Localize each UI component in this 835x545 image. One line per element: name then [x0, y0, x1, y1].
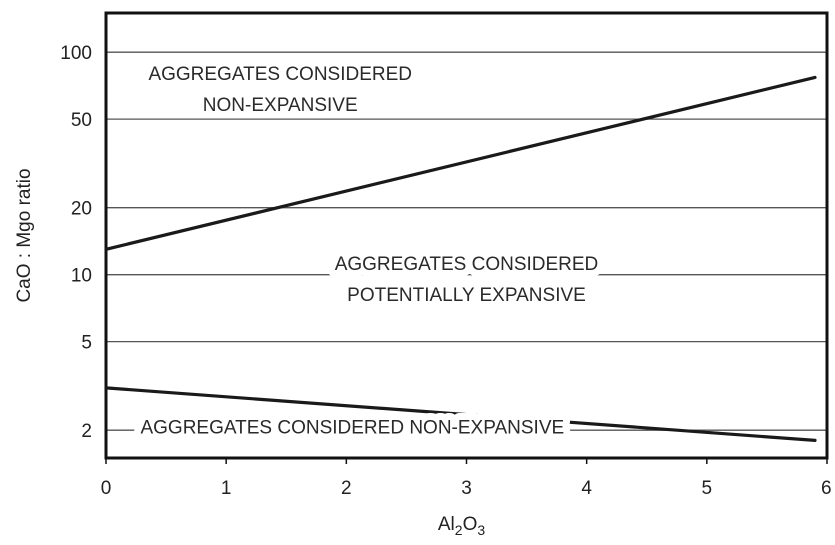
x-axis-label-subscript: 2: [455, 522, 463, 538]
region-annotations: AGGREGATES CONSIDERED AGGREGATES CONSIDER…: [133, 57, 606, 446]
y-tick-label-2: 2: [81, 421, 92, 442]
y-tick-label-20: 20: [71, 199, 92, 220]
series-line-1: [104, 75, 817, 251]
x-tick-label-6: 6: [821, 478, 832, 499]
region-label-3: AGGREGATES CONSIDERED NON-EXPANSIVEAGGRE…: [133, 411, 571, 446]
x-tick-label-5: 5: [702, 478, 713, 499]
y-tick-label-5: 5: [81, 333, 92, 354]
grid-lines: [106, 51, 827, 431]
y-tick-label-50: 50: [71, 110, 92, 131]
x-axis-label: Al2O3: [438, 514, 485, 538]
x-axis-label-subscript: 3: [477, 522, 485, 538]
region-label-line: POTENTIALLY EXPANSIVE: [347, 285, 586, 306]
region-label-line: NON-EXPANSIVE: [203, 95, 358, 116]
region-label-line: AGGREGATES CONSIDERED NON-EXPANSIVE: [140, 418, 564, 439]
y-tick-label-100: 100: [60, 43, 92, 64]
x-tick-label-1: 1: [221, 478, 232, 499]
x-tick-label-2: 2: [341, 478, 352, 499]
axis-ticks: 2 5 10 20 50 100 0 1 2 3 4 5 6: [60, 43, 831, 499]
y-tick-label-10: 10: [71, 266, 92, 287]
region-label-line: AGGREGATES CONSIDERED: [148, 64, 412, 85]
series-lines: [104, 75, 817, 442]
x-axis-label-part: O: [463, 514, 478, 535]
x-tick-label-4: 4: [581, 478, 592, 499]
region-label-line: AGGREGATES CONSIDERED: [335, 254, 599, 275]
x-tick-label-3: 3: [461, 478, 472, 499]
x-axis-label-part: Al: [438, 514, 455, 535]
series-line-2: [104, 386, 817, 442]
x-tick-label-0: 0: [101, 478, 112, 499]
y-axis-label: CaO : Mgo ratio: [14, 168, 35, 302]
